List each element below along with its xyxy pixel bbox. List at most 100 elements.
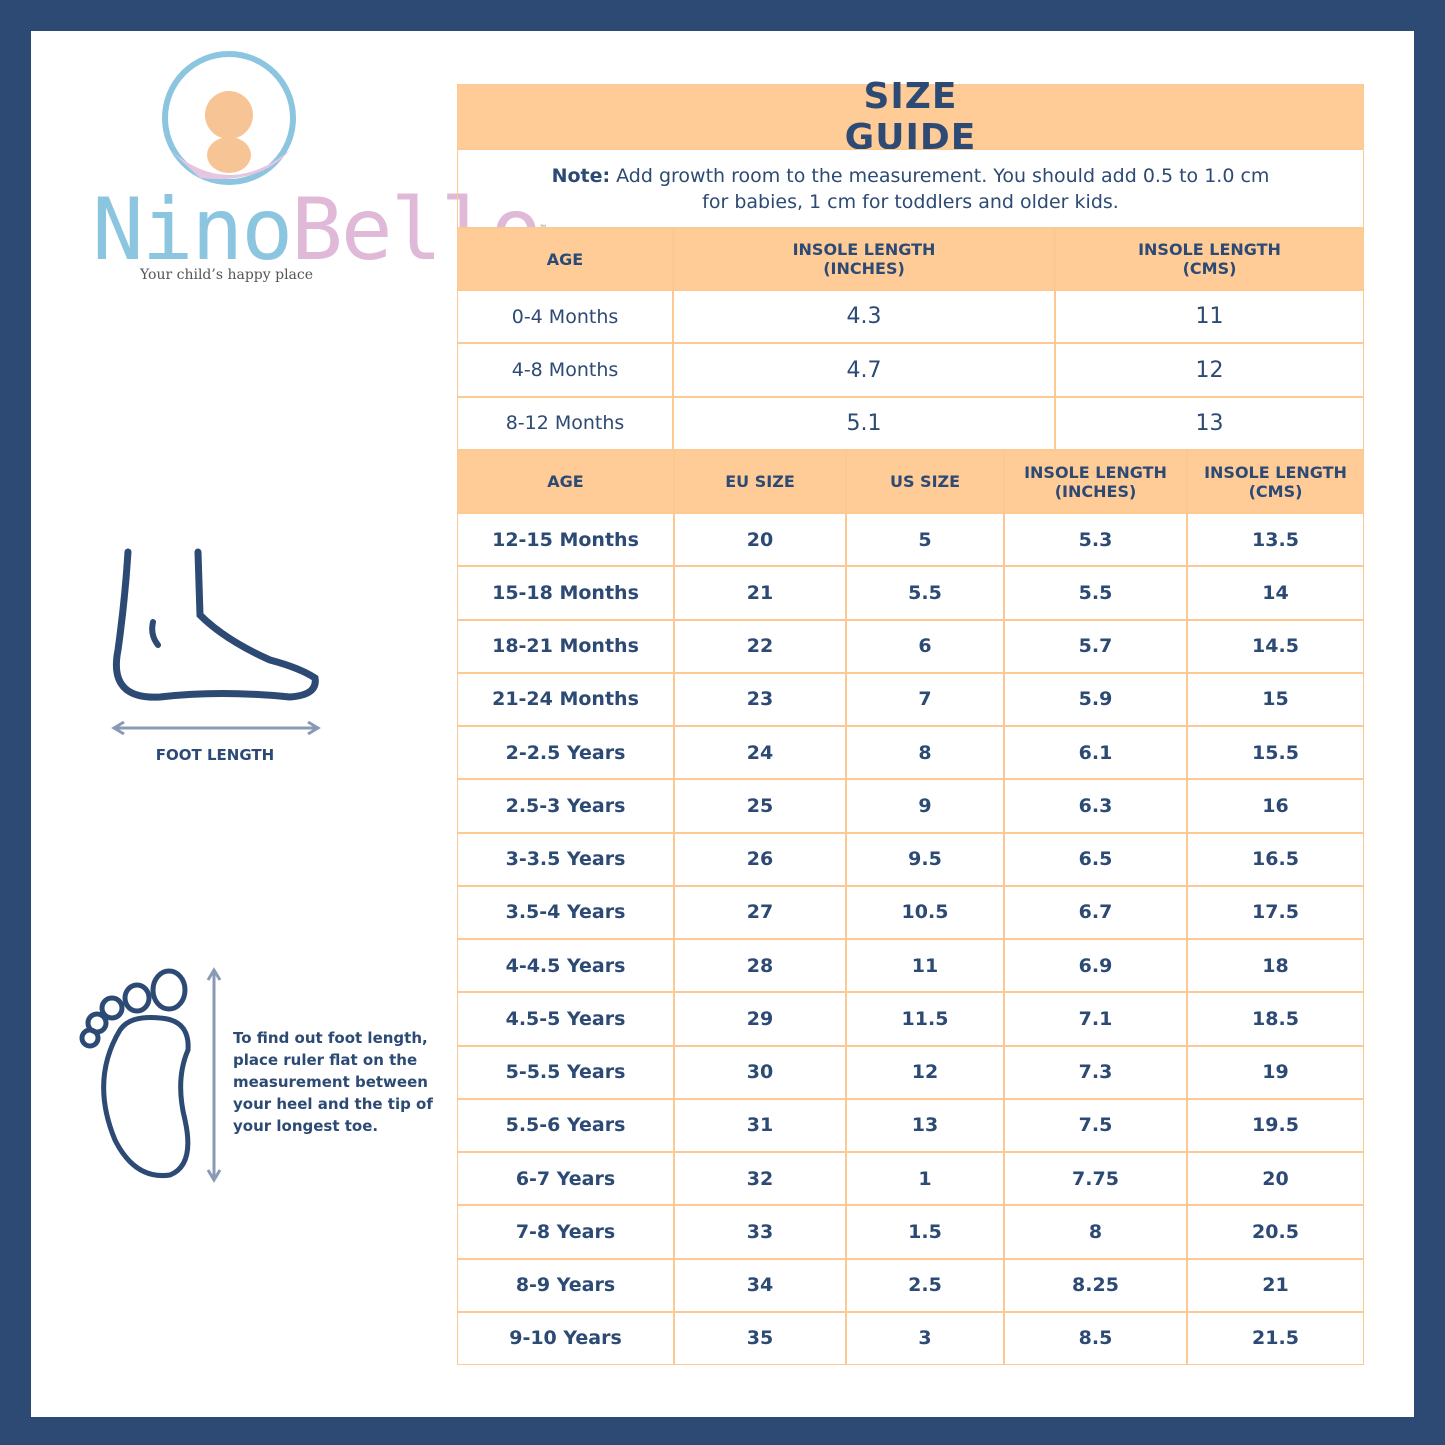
table-cell: 14 xyxy=(1187,566,1364,620)
table-cell-text: 18.5 xyxy=(1252,1007,1299,1030)
toe xyxy=(99,995,125,1021)
table-cell: 8 xyxy=(1004,1205,1187,1259)
toe xyxy=(122,982,152,1014)
title: SIZE GUIDE xyxy=(457,76,1364,158)
table-cell-text: 10.5 xyxy=(901,901,949,924)
table-cell: 15.5 xyxy=(1187,726,1364,780)
table-cell: 32 xyxy=(674,1152,846,1206)
table-cell: 2.5 xyxy=(846,1258,1004,1312)
table-cell-text: 4-4.5 Years xyxy=(505,954,626,977)
table-cell: 13 xyxy=(1055,396,1364,451)
table-cell-text: 27 xyxy=(746,901,774,924)
table-cell-text: 6.5 xyxy=(1078,848,1113,871)
table-cell: 7.3 xyxy=(1004,1045,1187,1099)
table-cell-text: 20 xyxy=(746,528,774,551)
table-cell-text: 8 xyxy=(918,741,932,764)
table-cell-text: 34 xyxy=(746,1274,774,1297)
table-cell-text: 25 xyxy=(746,794,774,817)
table-cell-text: 22 xyxy=(746,635,774,658)
table-cell-text: 28 xyxy=(746,954,774,977)
table-cell-text: 8.25 xyxy=(1072,1274,1119,1297)
table-cell: 15-18 Months xyxy=(457,566,674,620)
table-cell: 4.7 xyxy=(673,343,1055,397)
table-cell: 13 xyxy=(846,1098,1004,1152)
table-cell: 2-2.5 Years xyxy=(457,726,674,780)
table-cell: 4.5-5 Years xyxy=(457,992,674,1046)
table-cell-text: 21 xyxy=(1262,1274,1289,1297)
table-cell-text: 4.5-5 Years xyxy=(505,1007,626,1030)
header-cell: INSOLE LENGTH (CMS) xyxy=(1055,228,1364,290)
table-cell: 16.5 xyxy=(1187,832,1364,886)
table-cell: 8-12 Months xyxy=(457,396,673,451)
table-cell: 25 xyxy=(674,779,846,833)
note-text: Add growth room to the measurement. You … xyxy=(610,164,1270,213)
table-cell: 9.5 xyxy=(846,832,1004,886)
logo-ring xyxy=(162,51,296,185)
table-cell-text: 23 xyxy=(746,688,774,711)
table-cell-text: 9-10 Years xyxy=(509,1327,622,1350)
header-cell-text: INSOLE LENGTH (INCHES) xyxy=(1024,462,1167,501)
table-cell: 8.5 xyxy=(1004,1311,1187,1365)
table-cell: 5.5-6 Years xyxy=(457,1098,674,1152)
table-cell-text: 6.9 xyxy=(1078,954,1113,977)
table-cell-text: 5-5.5 Years xyxy=(505,1061,626,1084)
logo-moon xyxy=(170,150,290,180)
toe xyxy=(79,1027,101,1049)
table-cell-text: 6.7 xyxy=(1078,901,1113,924)
table-cell-text: 35 xyxy=(746,1327,774,1350)
title-text: SIZE GUIDE xyxy=(844,75,977,158)
table-cell: 18.5 xyxy=(1187,992,1364,1046)
table-cell-text: 5.7 xyxy=(1078,635,1113,658)
table-cell-text: 5 xyxy=(918,528,932,551)
table-cell-text: 6.3 xyxy=(1078,794,1113,817)
table-cell-text: 26 xyxy=(746,848,774,871)
note-label: Note: xyxy=(551,164,611,187)
logo-baby-body xyxy=(207,137,251,173)
table-cell-text: 32 xyxy=(746,1167,774,1190)
table-cell: 27 xyxy=(674,885,846,939)
table-cell: 5 xyxy=(846,513,1004,567)
arrow-heads xyxy=(206,967,222,1183)
header-cell-text: INSOLE LENGTH (CMS) xyxy=(1138,240,1281,278)
table-cell-text: 19 xyxy=(1262,1061,1289,1084)
table-cell: 1.5 xyxy=(846,1205,1004,1259)
table-cell: 20 xyxy=(674,513,846,567)
table-cell-text: 5.3 xyxy=(1078,528,1113,551)
table-cell: 21 xyxy=(674,566,846,620)
table-cell-text: 8.5 xyxy=(1078,1327,1113,1350)
header-cell: INSOLE LENGTH (INCHES) xyxy=(1004,450,1187,513)
table-cell: 21.5 xyxy=(1187,1311,1364,1365)
table-cell: 35 xyxy=(674,1311,846,1365)
table-cell: 33 xyxy=(674,1205,846,1259)
table-cell: 18-21 Months xyxy=(457,619,674,673)
foot-ankle xyxy=(149,619,161,648)
table-cell: 23 xyxy=(674,672,846,726)
table-cell-text: 31 xyxy=(746,1114,774,1137)
header-cell: EU SIZE xyxy=(674,450,846,513)
table-cell-text: 1 xyxy=(918,1167,932,1190)
table-cell: 15 xyxy=(1187,672,1364,726)
note-body: Note: Add growth room to the measurement… xyxy=(548,163,1273,215)
note: Note: Add growth room to the measurement… xyxy=(457,149,1364,228)
header-cell-text: INSOLE LENGTH (CMS) xyxy=(1204,462,1347,501)
header-cell-text: INSOLE LENGTH (INCHES) xyxy=(792,240,936,278)
table-cell: 19 xyxy=(1187,1045,1364,1099)
table-cell-text: 15.5 xyxy=(1252,741,1299,764)
table-cell: 6.5 xyxy=(1004,832,1187,886)
table-cell-text: 2-2.5 Years xyxy=(505,741,626,764)
table-cell: 12 xyxy=(846,1045,1004,1099)
table-cell-text: 15 xyxy=(1262,688,1289,711)
brand-first: Nino xyxy=(92,180,293,280)
table-cell-text: 12 xyxy=(911,1061,939,1084)
table-cell-text: 7 xyxy=(918,688,932,711)
table-cell: 0-4 Months xyxy=(457,290,673,344)
logo-baby-head xyxy=(205,91,253,139)
table-cell-text: 5.1 xyxy=(846,410,882,436)
table-cell: 14.5 xyxy=(1187,619,1364,673)
table-cell-text: 14.5 xyxy=(1252,635,1299,658)
table-cell-text: 9 xyxy=(918,794,932,817)
table-cell-text: 17.5 xyxy=(1252,901,1299,924)
table-cell: 24 xyxy=(674,726,846,780)
table-cell: 5-5.5 Years xyxy=(457,1045,674,1099)
table-cell: 7.75 xyxy=(1004,1152,1187,1206)
